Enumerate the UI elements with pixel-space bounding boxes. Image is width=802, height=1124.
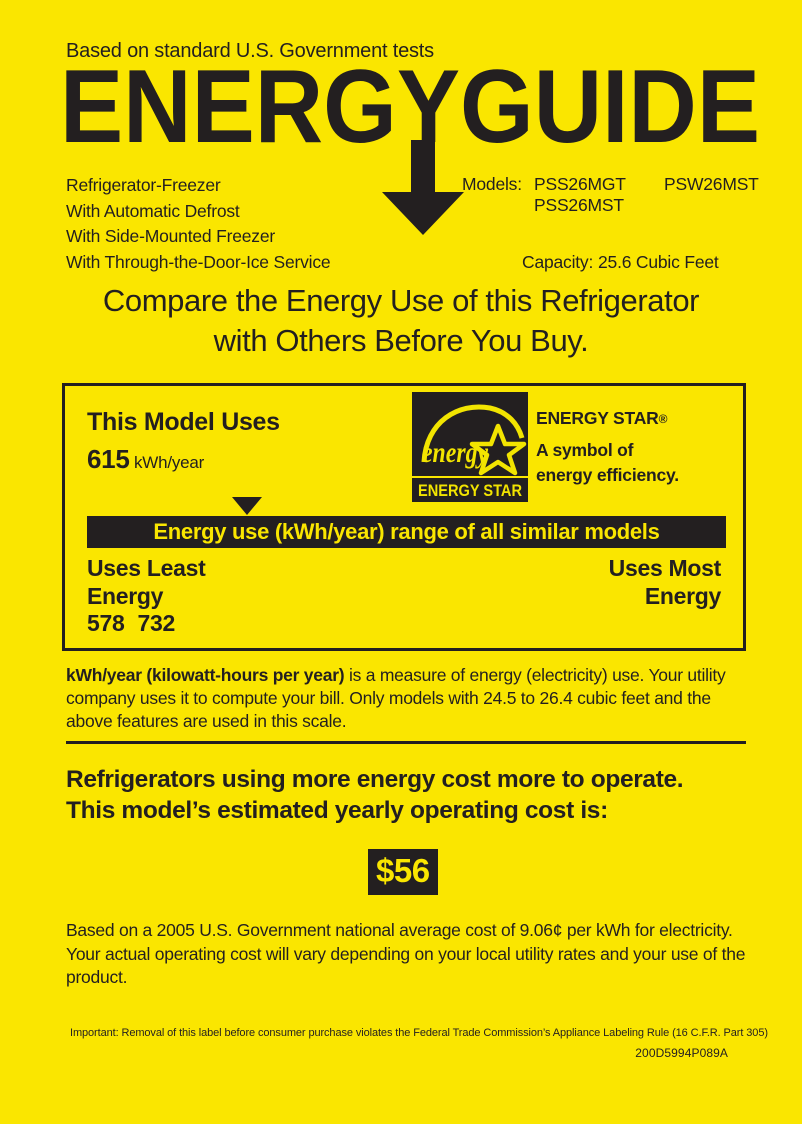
operating-cost-heading: Refrigerators using more energy cost mor… (66, 764, 684, 826)
part-number: 200D5994P089A (635, 1046, 728, 1060)
uses-least-line2: Energy (87, 583, 164, 609)
operating-cost-heading-line2: This model’s estimated yearly operating … (66, 797, 608, 824)
capacity-value: 25.6 Cubic Feet (598, 252, 719, 272)
energy-use-comparison-box: This Model Uses 615 kWh/year energy ENER… (62, 383, 746, 651)
based-on-tests-text: Based on standard U.S. Government tests (66, 40, 434, 62)
kwh-explanation-paragraph: kWh/year (kilowatt-hours per year) is a … (66, 664, 746, 733)
feature-item: Refrigerator-Freezer (66, 175, 221, 195)
kwh-unit: kWh/year (133, 453, 205, 472)
uses-most-line2: Energy (644, 583, 721, 609)
uses-most-line1: Uses Most (608, 555, 722, 581)
cost-explanation-paragraph: Based on a 2005 U.S. Government national… (66, 920, 746, 987)
feature-item: With Side-Mounted Freezer (66, 226, 275, 246)
uses-least-line1: Uses Least (87, 555, 206, 581)
down-triangle-marker-icon (232, 497, 262, 515)
energy-range-endpoints: 578 732 (87, 610, 175, 637)
range-low-value: 578 (87, 610, 125, 636)
model-number: PSS26MST (534, 195, 624, 215)
estimated-yearly-cost-amount: $56 (368, 849, 438, 895)
svg-text:ENERGYGUIDE: ENERGYGUIDE (60, 62, 760, 150)
compare-headline: Compare the Energy Use of this Refrigera… (0, 281, 802, 361)
energy-range-bar: Energy use (kWh/year) range of all simil… (87, 516, 726, 548)
this-model-kwh-value: 615 kWh/year (87, 444, 204, 475)
divider-rule (66, 741, 746, 744)
product-feature-list: Refrigerator-Freezer With Automatic Defr… (66, 173, 331, 275)
operating-cost-heading-line1: Refrigerators using more energy cost mor… (66, 766, 684, 793)
energyguide-wordmark: ENERGYGUIDE (60, 62, 760, 150)
down-arrow-icon (378, 140, 468, 235)
uses-least-energy-label: Uses Least Energy (87, 554, 206, 610)
energy-star-sub-line2: energy efficiency. (536, 465, 679, 485)
uses-most-energy-label: Uses Most Energy (608, 554, 722, 610)
kwh-number: 615 (87, 444, 130, 474)
svg-text:ENERGY STAR: ENERGY STAR (418, 481, 522, 500)
this-model-uses-label: This Model Uses (87, 408, 280, 436)
energy-star-sub-line1: A symbol of (536, 440, 634, 460)
feature-item: With Through-the-Door-Ice Service (66, 251, 331, 272)
energy-star-heading: ENERGY STAR® (536, 408, 668, 428)
range-high-value: 732 (137, 610, 175, 636)
feature-item: With Automatic Defrost (66, 200, 240, 221)
models-block: Models: PSS26MGT PSW26MST PSS26MST (462, 174, 759, 216)
compare-headline-line1: Compare the Energy Use of this Refrigera… (102, 283, 700, 318)
capacity-label: Capacity: (522, 252, 594, 272)
svg-text:energy: energy (422, 436, 489, 469)
energy-star-logo-icon: energy ENERGY STAR (412, 392, 528, 502)
models-label: Models: (462, 174, 522, 194)
model-number: PSS26MGT (534, 174, 626, 194)
compare-headline-line2: with Others Before You Buy. (213, 323, 589, 358)
capacity-row: Capacity: 25.6 Cubic Feet (522, 252, 719, 273)
ftc-removal-notice: Important: Removal of this label before … (70, 1027, 768, 1039)
energy-star-description: ENERGY STAR® A symbol of energy efficien… (536, 406, 679, 488)
model-number: PSW26MST (664, 174, 759, 194)
kwh-explanation-rest: is a measure of energy (electricity) use… (66, 665, 726, 731)
registered-trademark-icon: ® (658, 412, 668, 426)
kwh-explanation-bold-lead: kWh/year (kilowatt-hours per year) (66, 665, 345, 685)
